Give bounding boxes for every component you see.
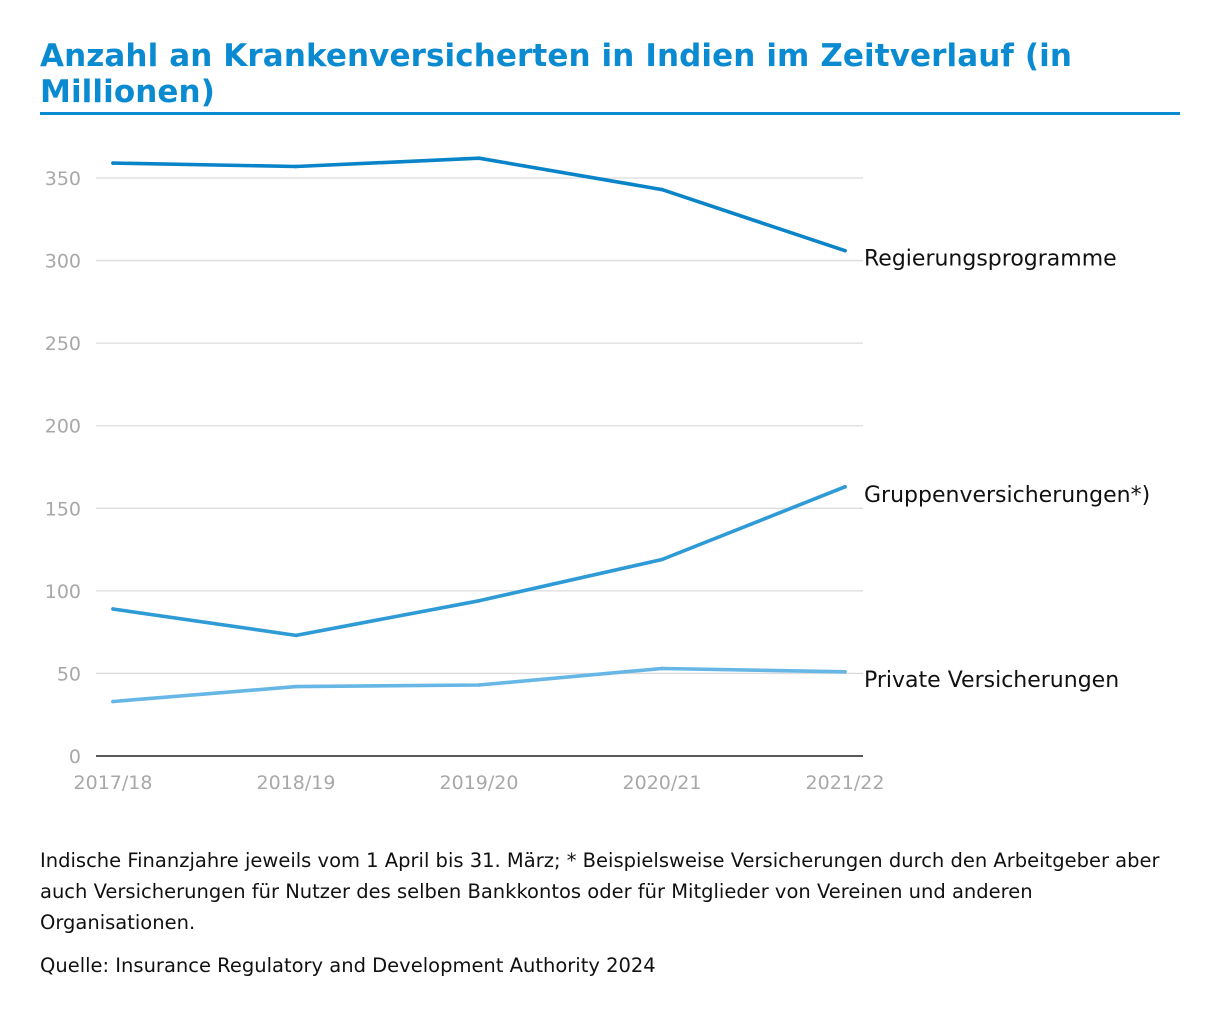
- source-note: Quelle: Insurance Regulatory and Develop…: [40, 954, 656, 977]
- gridlines: [96, 177, 863, 675]
- data-point: [477, 598, 481, 603]
- series-labels: Regierungsprogramme Gruppenversicherungen…: [864, 247, 1150, 693]
- data-point: [477, 156, 481, 160]
- series-lines: [111, 156, 847, 704]
- data-point: [843, 485, 847, 489]
- x-tick-label: 2020/21: [623, 772, 702, 794]
- data-point: [111, 161, 115, 165]
- x-tick-label: 2017/18: [74, 772, 153, 794]
- series-label: Regierungsprogramme: [864, 247, 1117, 272]
- x-tick-label: 2019/20: [440, 772, 519, 794]
- x-tick-label: 2018/19: [257, 772, 336, 794]
- data-point: [294, 164, 298, 169]
- data-point: [294, 633, 298, 638]
- footnote: Indische Finanzjahre jeweils vom 1 April…: [40, 849, 1160, 934]
- data-point: [843, 248, 847, 253]
- data-point: [660, 557, 664, 562]
- data-point: [111, 699, 115, 704]
- series-label: Private Versicherungen: [864, 668, 1119, 693]
- chart-title: Anzahl an Krankenversicherten in Indien …: [40, 38, 1073, 110]
- series-line: [111, 484, 847, 638]
- data-point: [660, 666, 664, 671]
- y-tick-label: 150: [45, 498, 81, 520]
- title-rule: [40, 112, 1180, 115]
- y-axis-ticks: 0 50 100 150 200 250 300 350: [45, 168, 81, 768]
- data-point: [111, 607, 115, 611]
- data-point: [660, 187, 664, 192]
- data-point: [477, 683, 481, 687]
- x-tick-label: 2021/22: [806, 772, 885, 794]
- y-tick-label: 250: [45, 333, 81, 355]
- y-tick-label: 50: [57, 663, 81, 685]
- data-point: [294, 684, 298, 689]
- y-tick-label: 200: [45, 416, 81, 438]
- x-axis-ticks: 2017/18 2018/19 2019/20 2020/21 2021/22: [74, 772, 885, 794]
- series-label: Gruppenversicherungen*): [864, 483, 1150, 508]
- data-point: [843, 669, 847, 674]
- y-tick-label: 100: [45, 581, 81, 603]
- y-tick-label: 300: [45, 251, 81, 273]
- y-tick-label: 350: [45, 168, 81, 190]
- y-tick-label: 0: [69, 746, 81, 768]
- series-line: [111, 156, 847, 253]
- line-chart: 0 50 100 150 200 250 300 350 2017/18 2018/19 2019…: [45, 156, 1150, 794]
